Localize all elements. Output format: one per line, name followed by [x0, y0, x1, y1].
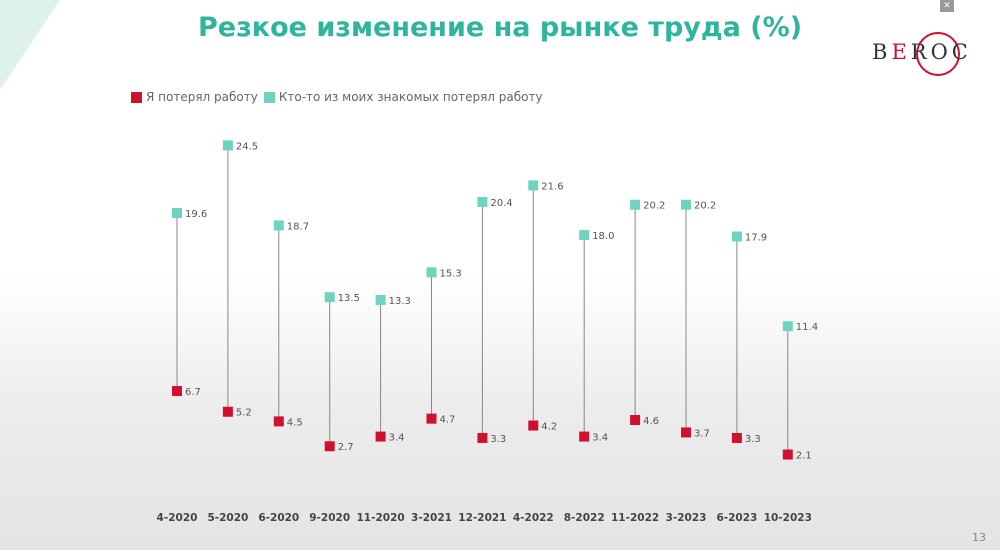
data-label: 4.6 — [643, 416, 659, 427]
data-point — [579, 230, 590, 241]
chart-title: Резкое изменение на рынке труда (%) — [197, 12, 803, 43]
data-point — [172, 208, 182, 219]
data-point — [782, 449, 793, 460]
data-point — [579, 431, 590, 442]
data-point — [375, 294, 386, 305]
legend-item-acquaintance: Кто-то из моих знакомых потерял работу — [263, 90, 543, 104]
data-label: 19.6 — [185, 209, 207, 220]
data-point — [273, 220, 284, 231]
data-point — [630, 199, 641, 210]
data-point — [731, 432, 742, 443]
page-number: 13 — [972, 531, 986, 544]
data-point — [222, 140, 233, 151]
data-point — [528, 180, 539, 191]
x-tick-label: 3-2021 — [411, 512, 452, 524]
data-point — [681, 427, 691, 438]
data-point — [426, 267, 437, 278]
data-label: 3.7 — [694, 428, 710, 439]
data-label: 20.2 — [694, 201, 716, 212]
fullscreen-exit-icon[interactable]: ✕ — [940, 0, 954, 12]
data-label: 4.7 — [440, 415, 456, 426]
data-label: 20.4 — [490, 198, 512, 209]
data-label: 6.7 — [185, 387, 201, 398]
data-point — [222, 406, 233, 417]
data-label: 4.2 — [541, 422, 557, 433]
data-label: 3.4 — [389, 433, 405, 444]
legend-swatch-self — [131, 92, 142, 103]
data-label: 11.4 — [796, 322, 818, 333]
logo-ring — [916, 32, 960, 76]
x-tick-label: 8-2022 — [564, 512, 605, 524]
legend-label: Кто-то из моих знакомых потерял работу — [278, 90, 543, 104]
x-tick-label: 11-2020 — [356, 512, 404, 524]
data-label: 24.5 — [236, 141, 258, 152]
data-label: 18.7 — [287, 221, 309, 232]
x-tick-label: 5-2020 — [207, 512, 248, 524]
x-tick-label: 10-2023 — [764, 512, 812, 524]
data-label: 13.5 — [338, 293, 360, 304]
data-point — [324, 441, 335, 452]
data-point — [324, 292, 335, 303]
legend-item-self: Я потерял работу — [131, 90, 258, 104]
x-tick-label: 4-2022 — [513, 512, 554, 524]
x-tick-label: 3-2023 — [666, 512, 707, 524]
data-point — [273, 416, 284, 427]
data-point — [528, 420, 539, 431]
data-point — [477, 432, 488, 443]
data-label: 2.1 — [796, 451, 812, 462]
x-tick-label: 4-2020 — [157, 512, 198, 524]
data-label: 20.2 — [643, 201, 665, 212]
data-label: 21.6 — [541, 181, 563, 192]
legend-swatch-acquaintance — [263, 92, 275, 103]
data-label: 15.3 — [440, 268, 462, 279]
legend-label: Я потерял работу — [146, 90, 258, 104]
data-point — [731, 231, 742, 242]
data-point — [782, 321, 793, 332]
data-label: 2.7 — [338, 442, 354, 453]
data-label: 5.2 — [236, 408, 252, 419]
data-point — [477, 196, 488, 207]
logo-text: BEROC — [872, 40, 972, 64]
beroc-logo: BEROC — [864, 30, 974, 80]
x-tick-label: 6-2023 — [716, 512, 757, 524]
data-point — [426, 413, 437, 424]
data-label: 17.9 — [745, 232, 767, 243]
x-tick-label: 6-2020 — [258, 512, 299, 524]
data-point — [681, 199, 691, 210]
data-label: 3.4 — [592, 433, 608, 444]
data-point — [172, 386, 182, 397]
data-point — [630, 415, 641, 426]
x-tick-label: 9-2020 — [309, 512, 350, 524]
data-label: 13.3 — [389, 296, 411, 307]
data-label: 3.3 — [745, 434, 761, 445]
data-point — [375, 431, 386, 442]
x-tick-label: 11-2022 — [611, 512, 659, 524]
data-label: 3.3 — [490, 434, 506, 445]
x-tick-label: 12-2021 — [458, 512, 506, 524]
data-label: 4.5 — [287, 417, 303, 428]
legend: Я потерял работу Кто-то из моих знакомых… — [131, 90, 543, 104]
data-label: 18.0 — [592, 231, 614, 242]
corner-decoration — [0, 0, 60, 90]
